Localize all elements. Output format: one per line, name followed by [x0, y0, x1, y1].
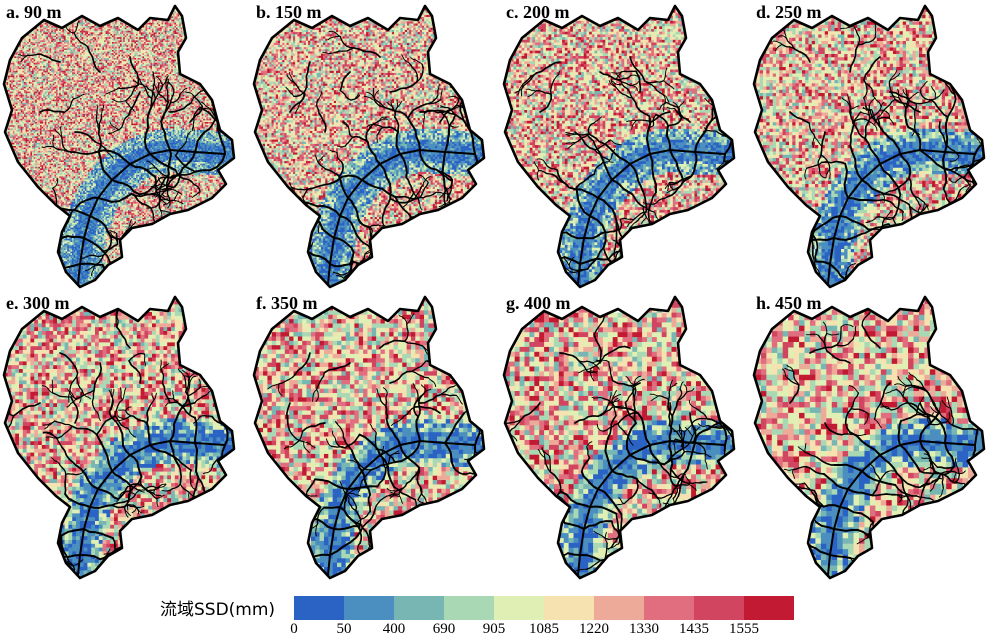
- legend-swatch-3: [444, 596, 494, 620]
- legend-swatch-7: [644, 596, 694, 620]
- legend-tick-label: 1220: [579, 621, 609, 638]
- panel-label: b. 150 m: [256, 2, 322, 23]
- legend-tick-label: 50: [337, 621, 352, 638]
- map-panel-400m: g. 400 m: [500, 289, 750, 585]
- map-panel-200m: c. 200 m: [500, 0, 750, 294]
- stream-network: [772, 23, 984, 285]
- map-panel-250m: d. 250 m: [750, 0, 1000, 294]
- ssd-raster: [4, 6, 234, 287]
- legend-tick-label: 690: [433, 621, 456, 638]
- ssd-raster: [4, 300, 234, 578]
- panel-label: d. 250 m: [756, 2, 822, 23]
- watershed-boundary: [752, 4, 986, 289]
- watershed-map: [252, 4, 486, 289]
- legend-tick-label: 1330: [629, 621, 659, 638]
- legend-tick-label: 400: [383, 621, 406, 638]
- watershed-map: [752, 295, 986, 580]
- legend-swatch-9: [744, 596, 794, 620]
- panel-label: c. 200 m: [506, 2, 569, 23]
- map-panel-300m: e. 300 m: [0, 289, 250, 585]
- watershed-boundary: [752, 295, 986, 580]
- legend-tick-label: 1435: [679, 621, 709, 638]
- legend-title: 流域SSD(mm): [160, 595, 275, 620]
- legend-tick-label: 1085: [529, 621, 559, 638]
- legend: 流域SSD(mm) 0 50 400 690 905 1085 1220 1330 1435 15…: [160, 593, 960, 637]
- watershed-map: [2, 4, 236, 289]
- legend-swatch-0: [294, 596, 344, 620]
- watershed-map: [752, 4, 986, 289]
- panel-label: e. 300 m: [6, 293, 69, 314]
- legend-swatch-2: [394, 596, 444, 620]
- panel-label: a. 90 m: [6, 2, 62, 23]
- stream-network: [505, 314, 733, 576]
- legend-tick-label: 905: [483, 621, 506, 638]
- watershed-map: [502, 4, 736, 289]
- map-panel-350m: f. 350 m: [250, 289, 500, 585]
- stream-network: [285, 30, 479, 285]
- watershed-boundary: [502, 295, 736, 580]
- legend-swatch-1: [344, 596, 394, 620]
- stream-network: [17, 20, 226, 285]
- watershed-map: [252, 295, 486, 580]
- watershed-map: [502, 295, 736, 580]
- panel-label: h. 450 m: [756, 293, 822, 314]
- legend-tick-label: 0: [290, 621, 298, 638]
- panel-label: g. 400 m: [506, 293, 571, 314]
- legend-swatch-5: [544, 596, 594, 620]
- legend-tick-labels: 0 50 400 690 905 1085 1220 1330 1435 1555: [290, 621, 794, 638]
- watershed-boundary: [2, 4, 236, 289]
- legend-swatch-4: [494, 596, 544, 620]
- watershed-boundary: [252, 295, 486, 580]
- legend-color-bar: [294, 596, 794, 620]
- stream-network: [8, 309, 229, 576]
- stream-network: [514, 56, 733, 285]
- stream-network: [781, 312, 979, 576]
- stream-network: [267, 313, 482, 576]
- legend-tick-label: 1555: [729, 621, 759, 638]
- map-panel-450m: h. 450 m: [750, 289, 1000, 585]
- panel-label: f. 350 m: [256, 293, 318, 314]
- watershed-map: [2, 295, 236, 580]
- legend-swatch-6: [594, 596, 644, 620]
- ssd-raster: [504, 297, 734, 578]
- map-panel-150m: b. 150 m: [250, 0, 500, 294]
- watershed-boundary: [252, 4, 486, 289]
- legend-swatch-8: [694, 596, 744, 620]
- watershed-boundary: [502, 4, 736, 289]
- watershed-boundary: [2, 295, 236, 580]
- map-panel-90m: a. 90 m: [0, 0, 250, 294]
